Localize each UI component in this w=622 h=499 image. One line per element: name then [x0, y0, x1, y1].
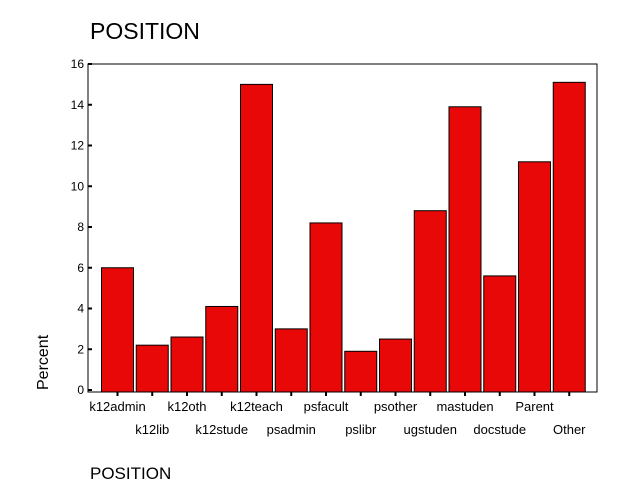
x-tick-label: mastuden [436, 399, 493, 414]
y-tick-label: 0 [77, 383, 84, 397]
bar-psfacult [309, 222, 343, 393]
x-tick-label: k12stude [195, 422, 248, 437]
bars-group [101, 81, 586, 393]
y-tick-label: 12 [71, 139, 85, 153]
bar-k12teach [240, 83, 273, 393]
bar-ugstuden [413, 210, 447, 393]
x-tick-label: ugstuden [404, 422, 458, 437]
chart-title: POSITION [90, 18, 200, 44]
y-tick-label: 4 [77, 302, 84, 316]
x-tick-label: k12admin [89, 399, 145, 414]
bar-docstude [483, 275, 517, 393]
bar-k12lib [135, 344, 169, 393]
x-tick-label: psfacult [304, 399, 349, 414]
x-tick-label: docstude [473, 422, 526, 437]
bar-k12admin [101, 267, 134, 393]
bar-psadmin [274, 328, 308, 393]
bar-other [552, 81, 586, 393]
x-tick-label: Parent [515, 399, 554, 414]
y-tick-label: 14 [71, 98, 85, 112]
x-axis-title: POSITION [90, 464, 172, 483]
bar-k12stude [205, 305, 239, 393]
y-tick-label: 10 [71, 179, 85, 193]
x-tick-label: pslibr [345, 422, 377, 437]
bar-mastuden [448, 106, 482, 393]
x-tick-label: psadmin [267, 422, 316, 437]
bar-parent [518, 161, 551, 393]
x-tick-label: Other [553, 422, 586, 437]
bar-pslibr [344, 350, 378, 393]
x-tick-label: k12oth [167, 399, 206, 414]
y-tick-label: 6 [77, 261, 84, 275]
x-tick-label: k12teach [230, 399, 283, 414]
y-tick-label: 2 [77, 342, 84, 356]
y-tick-label: 8 [77, 220, 84, 234]
bar-psother [379, 338, 412, 393]
y-tick-label: 16 [71, 57, 85, 71]
x-axis-labels: k12admin k12lib k12oth k12stude k12teach psad… [89, 392, 586, 437]
bar-k12oth [170, 336, 204, 393]
y-axis-title: Percent [35, 334, 52, 390]
y-axis: 0 2 4 6 8 10 12 14 16 [71, 57, 92, 397]
x-tick-label: k12lib [135, 422, 169, 437]
x-tick-label: psother [374, 399, 418, 414]
